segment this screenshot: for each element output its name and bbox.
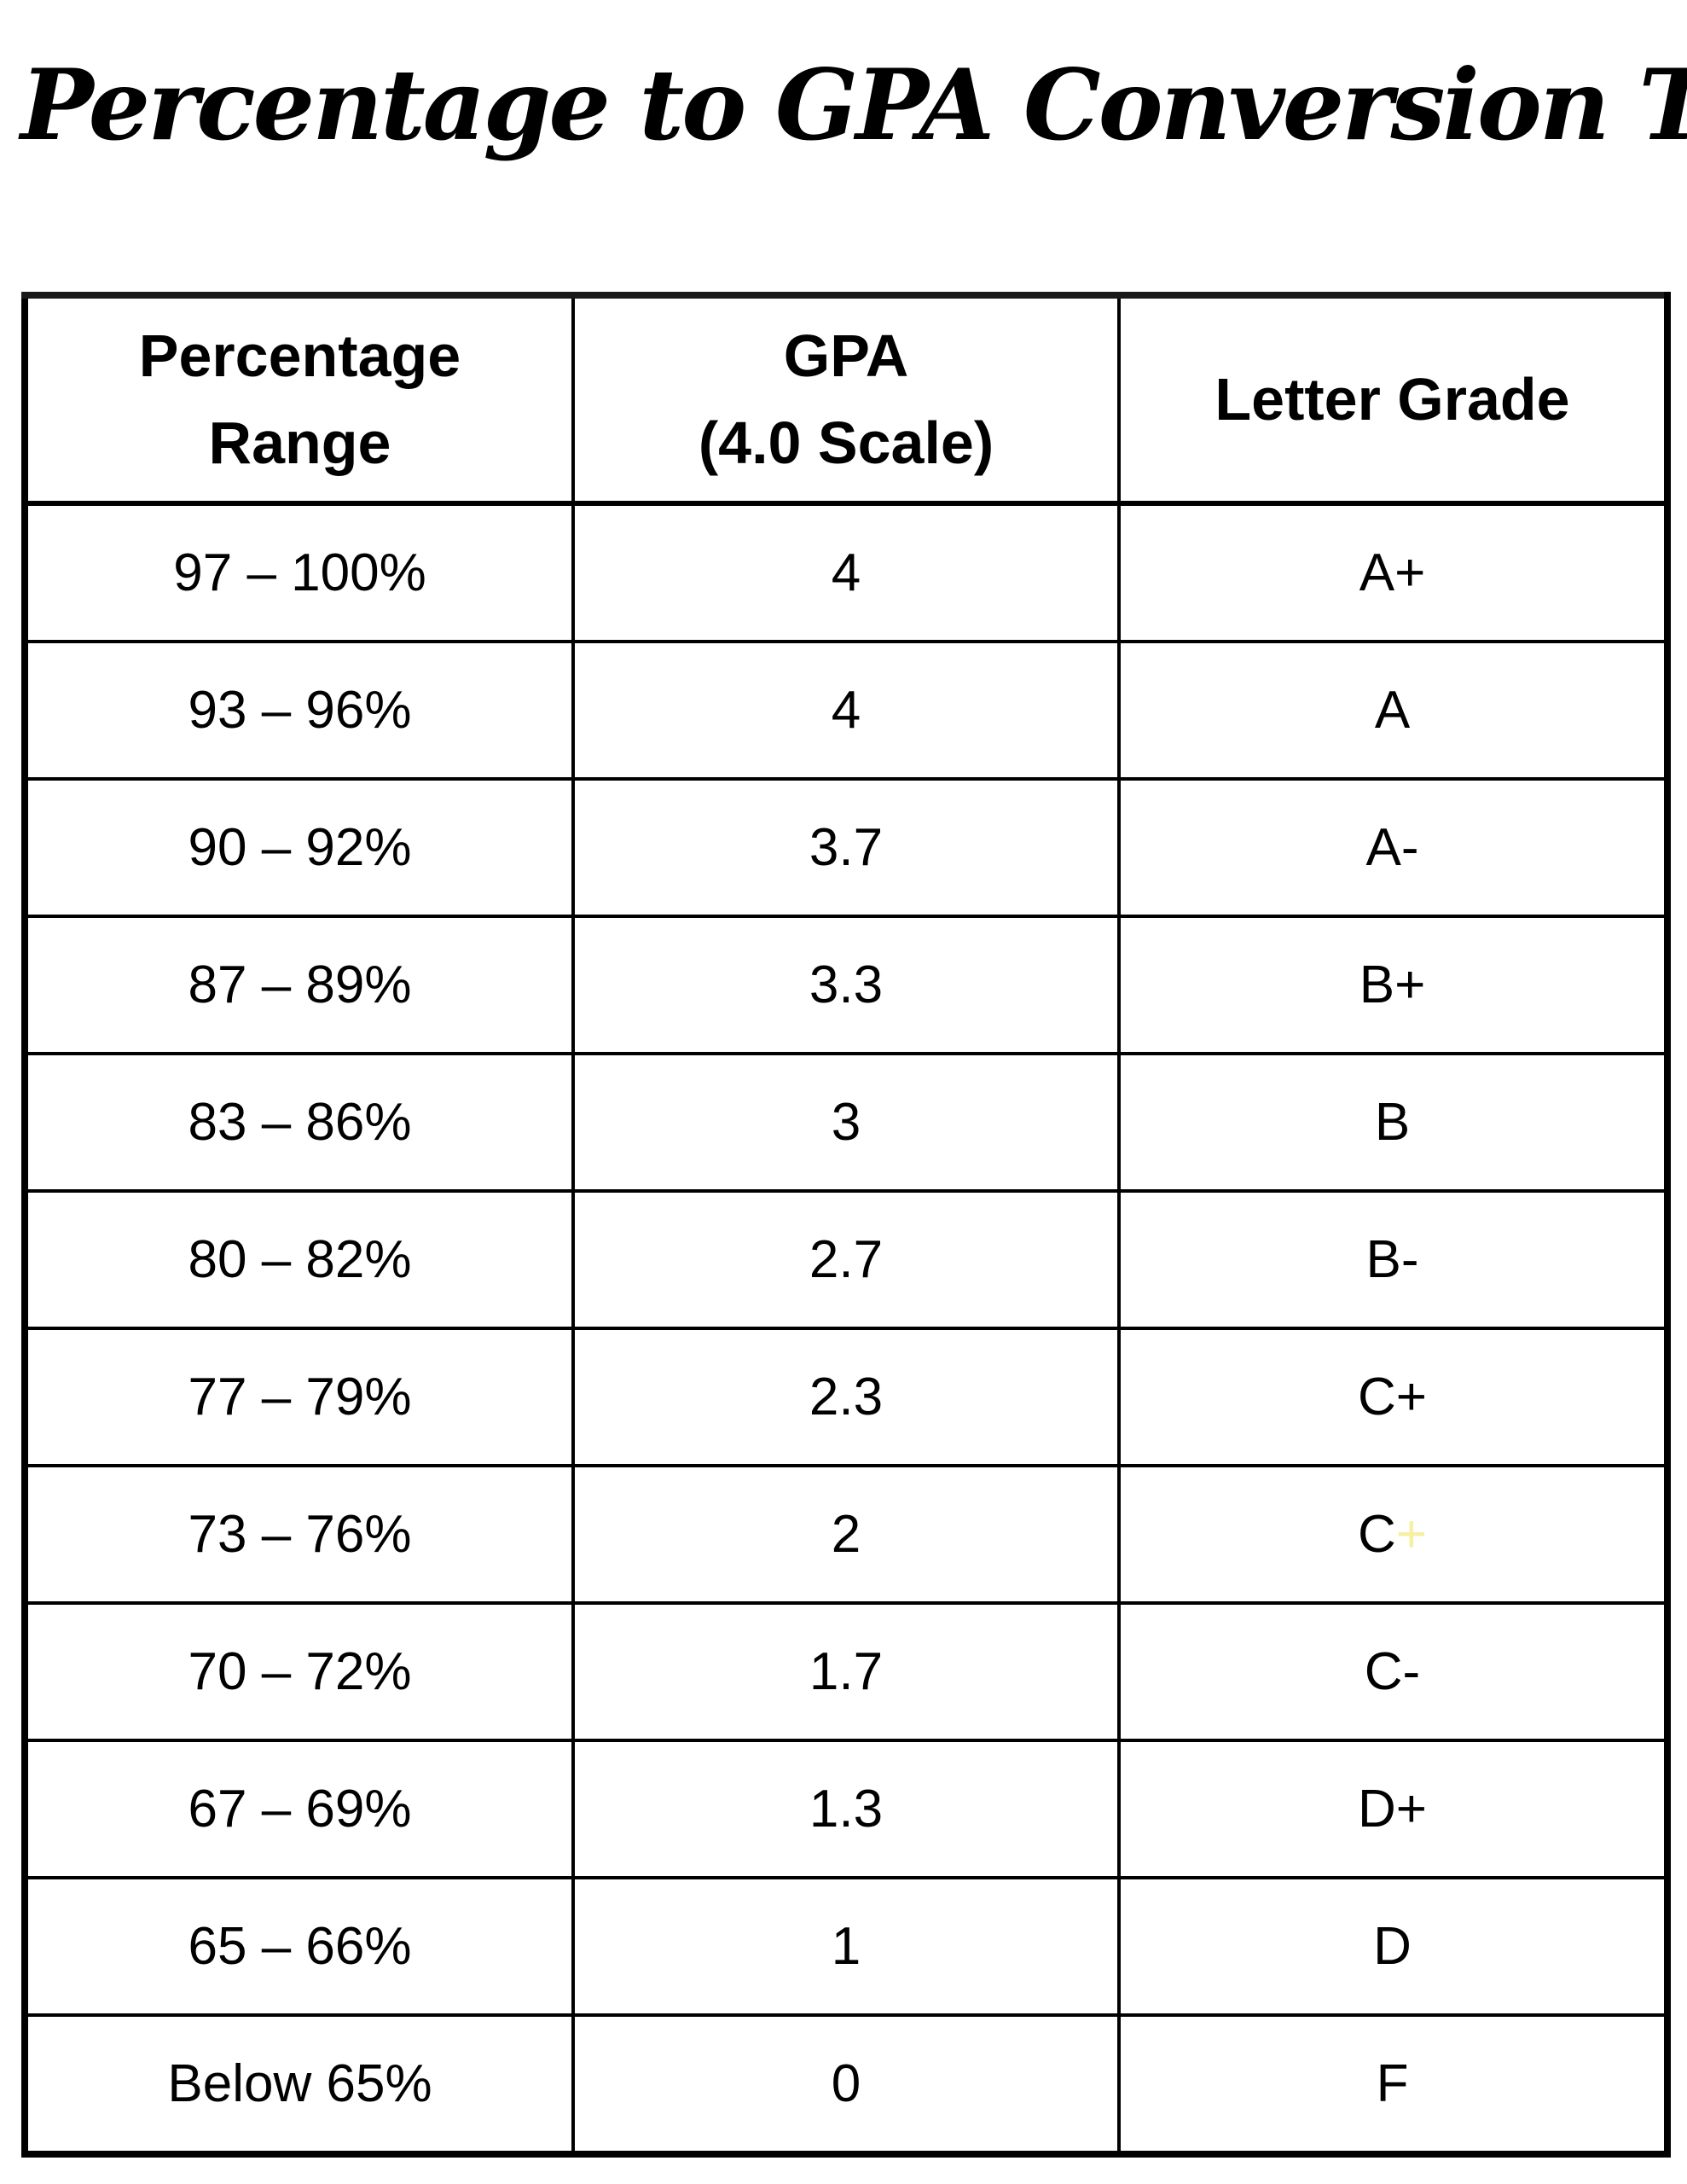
letter-grade-cell: C- <box>1117 1601 1669 1742</box>
table-row: 77 – 79% 2.3 C+ <box>23 1327 1669 1467</box>
header-percentage-range: Percentage Range <box>23 293 575 506</box>
grade-plus-highlight: + <box>1395 1505 1427 1564</box>
percentage-range-cell: 80 – 82% <box>23 1189 575 1330</box>
gpa-cell: 3.3 <box>571 915 1121 1055</box>
table-row: 73 – 76% 2 C+ <box>23 1464 1669 1605</box>
letter-grade-cell: A- <box>1117 777 1669 918</box>
header-line: (4.0 Scale) <box>698 409 994 476</box>
table-row: 90 – 92% 3.7 A- <box>23 777 1669 918</box>
letter-grade-cell: A+ <box>1117 502 1669 643</box>
percentage-range-cell: 67 – 69% <box>23 1739 575 1879</box>
page-title: Percentage to GPA Conversion Table <box>20 48 1687 162</box>
letter-grade-cell: B+ <box>1117 915 1669 1055</box>
gpa-cell: 1 <box>571 1876 1121 2017</box>
gpa-cell: 1.7 <box>571 1601 1121 1742</box>
gpa-cell: 4 <box>571 502 1121 643</box>
percentage-range-cell: 83 – 86% <box>23 1052 575 1193</box>
letter-grade-cell: D+ <box>1117 1739 1669 1879</box>
letter-grade-cell: F <box>1117 2013 1669 2156</box>
letter-grade-cell: C+ <box>1117 1327 1669 1467</box>
table-row: 93 – 96% 4 A <box>23 640 1669 781</box>
percentage-range-cell: 70 – 72% <box>23 1601 575 1742</box>
percentage-range-cell: 90 – 92% <box>23 777 575 918</box>
gpa-cell: 3 <box>571 1052 1121 1193</box>
table-row: 87 – 89% 3.3 B+ <box>23 915 1669 1055</box>
table-row: 97 – 100% 4 A+ <box>23 502 1669 643</box>
header-line: Letter Grade <box>1215 365 1570 433</box>
header-gpa-scale: GPA (4.0 Scale) <box>571 293 1121 506</box>
conversion-table: Percentage Range GPA (4.0 Scale) Letter … <box>21 292 1671 2158</box>
letter-grade-cell: D <box>1117 1876 1669 2017</box>
gpa-cell: 2 <box>571 1464 1121 1605</box>
percentage-range-cell: 65 – 66% <box>23 1876 575 2017</box>
letter-grade-cell: B <box>1117 1052 1669 1193</box>
table-row: 80 – 82% 2.7 B- <box>23 1189 1669 1330</box>
letter-grade-cell: B- <box>1117 1189 1669 1330</box>
header-line: Range <box>208 409 391 476</box>
gpa-cell: 3.7 <box>571 777 1121 918</box>
percentage-range-cell: 97 – 100% <box>23 502 575 643</box>
percentage-range-cell: 93 – 96% <box>23 640 575 781</box>
header-letter-grade: Letter Grade <box>1117 293 1669 506</box>
header-line: GPA <box>783 322 909 389</box>
letter-grade-cell: A <box>1117 640 1669 781</box>
table-row: 65 – 66% 1 D <box>23 1876 1669 2017</box>
header-row: Percentage Range GPA (4.0 Scale) Letter … <box>23 293 1669 506</box>
conversion-table-container: Percentage Range GPA (4.0 Scale) Letter … <box>21 292 1671 2158</box>
header-line: Percentage <box>138 322 461 389</box>
gpa-cell: 0 <box>571 2013 1121 2156</box>
table-row: Below 65% 0 F <box>23 2013 1669 2156</box>
percentage-range-cell: 77 – 79% <box>23 1327 575 1467</box>
table-row: 83 – 86% 3 B <box>23 1052 1669 1193</box>
table-body: 97 – 100% 4 A+ 93 – 96% 4 A 90 – 92% 3.7 A- 87 – … <box>23 502 1669 2156</box>
gpa-cell: 4 <box>571 640 1121 781</box>
table-row: 70 – 72% 1.7 C- <box>23 1601 1669 1742</box>
percentage-range-cell: 87 – 89% <box>23 915 575 1055</box>
gpa-cell: 2.7 <box>571 1189 1121 1330</box>
percentage-range-cell: Below 65% <box>23 2013 575 2156</box>
table-row: 67 – 69% 1.3 D+ <box>23 1739 1669 1879</box>
gpa-cell: 1.3 <box>571 1739 1121 1879</box>
letter-grade-cell: C+ <box>1117 1464 1669 1605</box>
gpa-cell: 2.3 <box>571 1327 1121 1467</box>
percentage-range-cell: 73 – 76% <box>23 1464 575 1605</box>
